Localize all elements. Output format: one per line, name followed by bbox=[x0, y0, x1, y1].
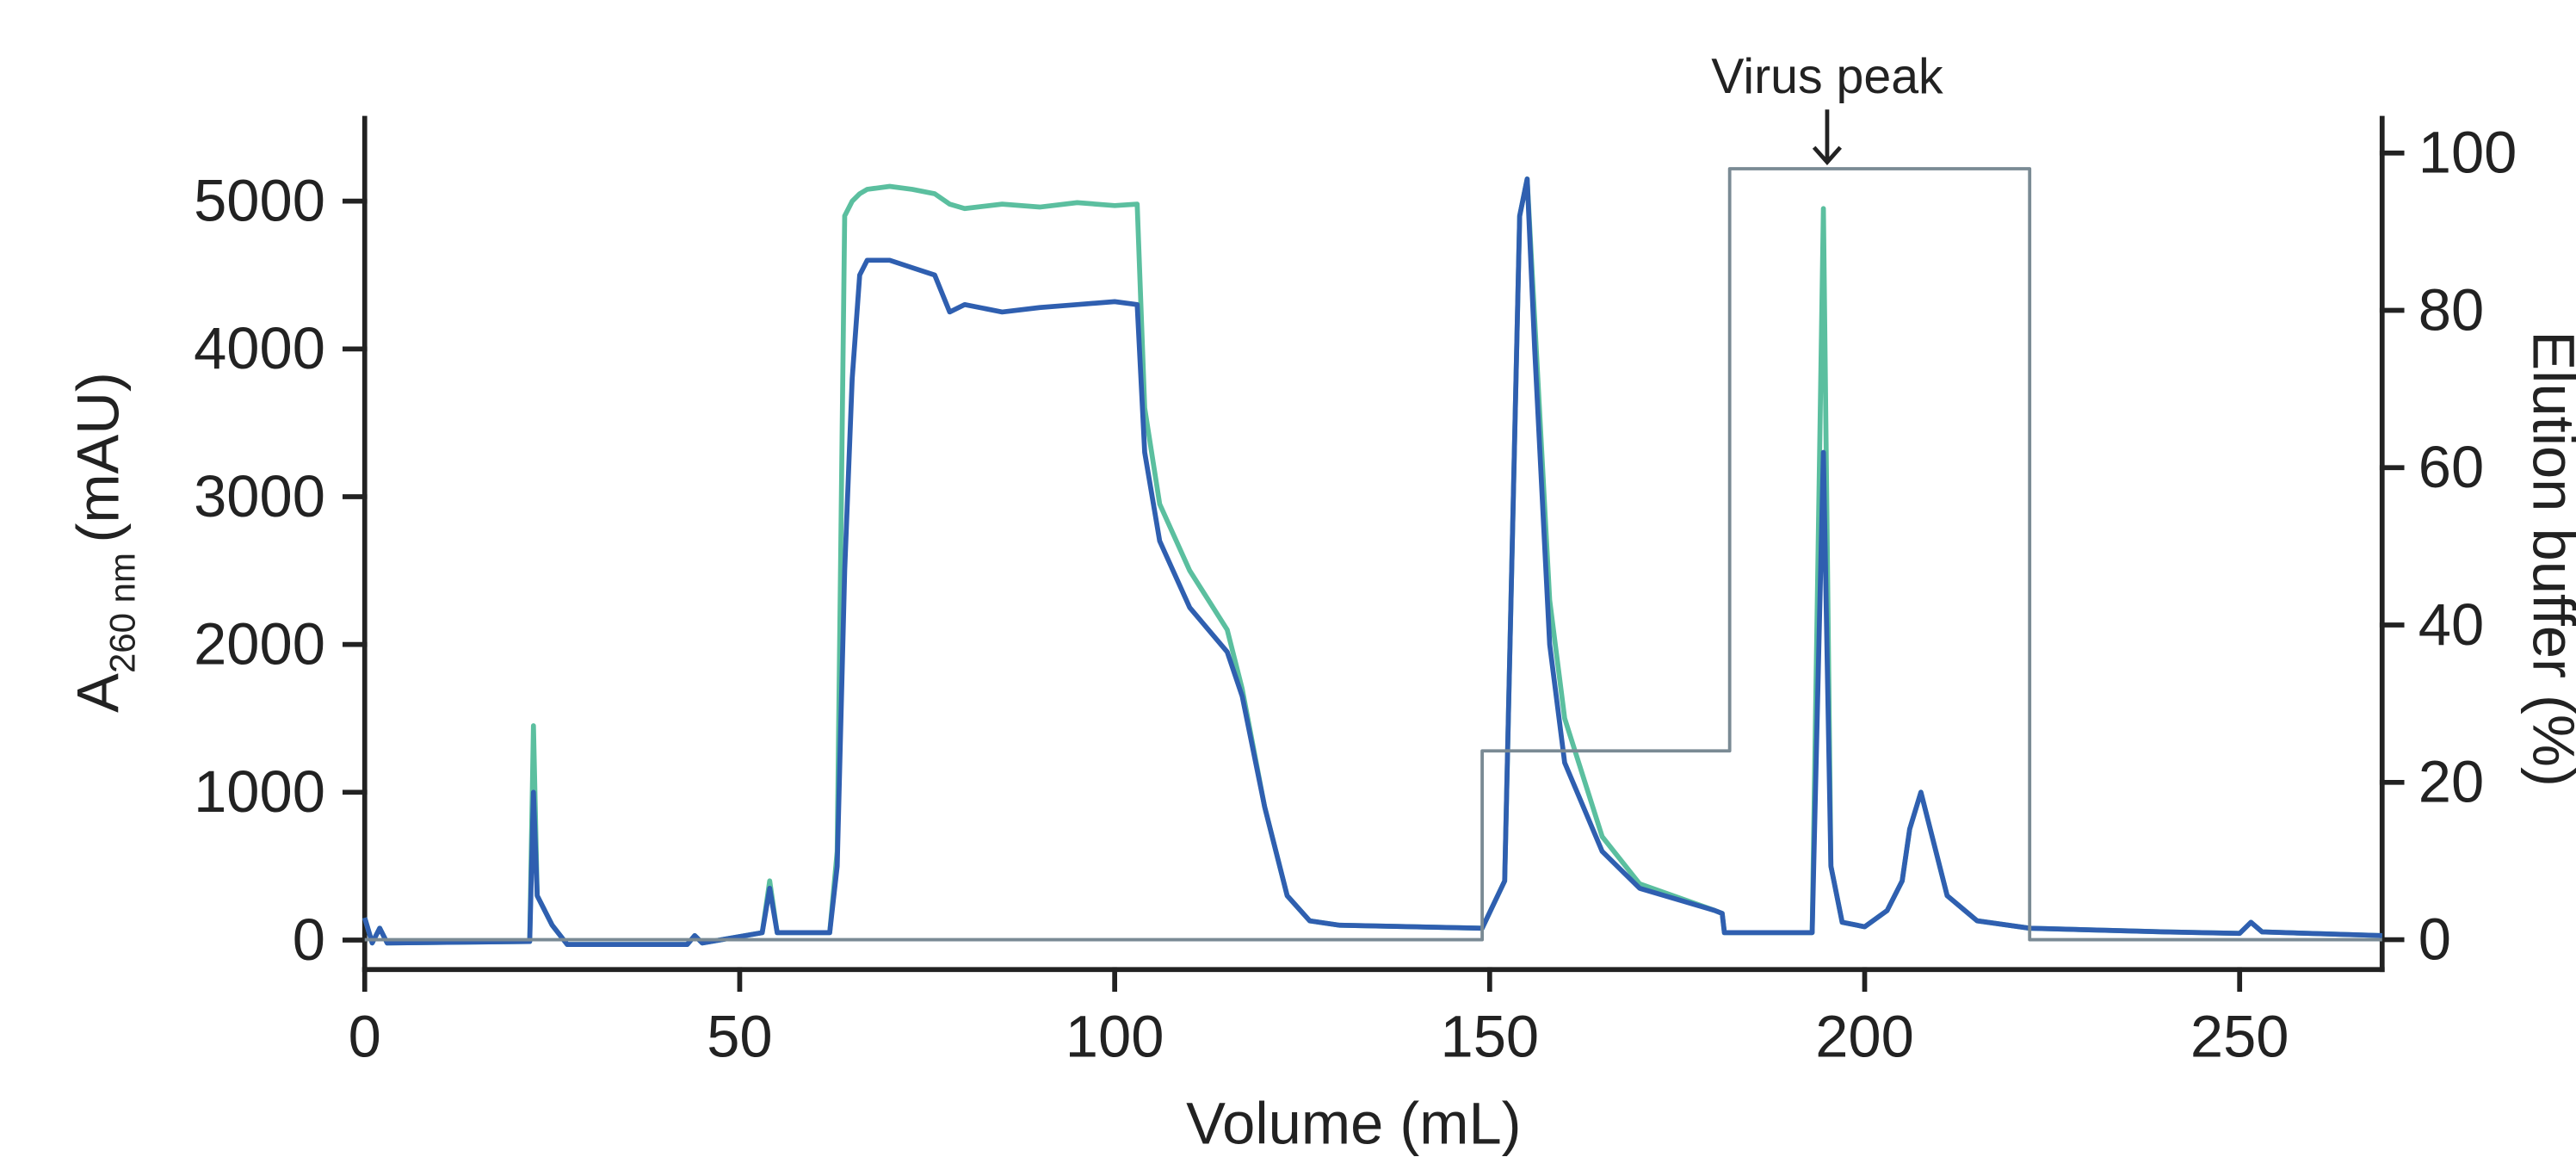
y2-tick-label: 100 bbox=[2418, 120, 2517, 186]
absorbance-line bbox=[362, 176, 2382, 947]
y-tick-label: 0 bbox=[293, 906, 325, 973]
x-tick-label: 100 bbox=[1066, 1003, 1164, 1069]
x-tick-label: 50 bbox=[707, 1003, 772, 1069]
y-tick-label: 4000 bbox=[194, 315, 325, 381]
x-tick-label: 150 bbox=[1441, 1003, 1540, 1069]
elution-line bbox=[364, 167, 2382, 942]
x-tick-label: 250 bbox=[2190, 1003, 2289, 1069]
y2-tick-label: 60 bbox=[2418, 434, 2484, 500]
annotation-text: Virus peak bbox=[1711, 49, 1943, 104]
y-axis-label-main: A bbox=[65, 673, 131, 713]
y-axis-label: A260 nm (mAU) bbox=[65, 372, 142, 713]
y2-tick-label: 40 bbox=[2418, 591, 2484, 658]
x-tick-label: 200 bbox=[1815, 1003, 1914, 1069]
y2-axis-label: Elution buffer (%) bbox=[2520, 331, 2576, 787]
y-tick-label: 2000 bbox=[194, 611, 325, 677]
x-axis-label: Volume (mL) bbox=[1186, 1091, 1521, 1157]
annotation-arrow bbox=[1812, 109, 1843, 165]
y-axis-label-sub: 260 nm bbox=[102, 553, 143, 673]
absorbance-line bbox=[362, 176, 2382, 947]
y2-tick-label: 20 bbox=[2418, 749, 2484, 815]
y-tick-label: 1000 bbox=[194, 758, 325, 825]
x-tick-label: 0 bbox=[349, 1003, 381, 1069]
y2-tick-label: 0 bbox=[2418, 906, 2451, 972]
y-axis-label-unit: (mAU) bbox=[65, 372, 131, 542]
y-tick-label: 3000 bbox=[194, 463, 325, 529]
y2-tick-label: 80 bbox=[2418, 276, 2484, 343]
y-tick-label: 5000 bbox=[194, 168, 325, 234]
